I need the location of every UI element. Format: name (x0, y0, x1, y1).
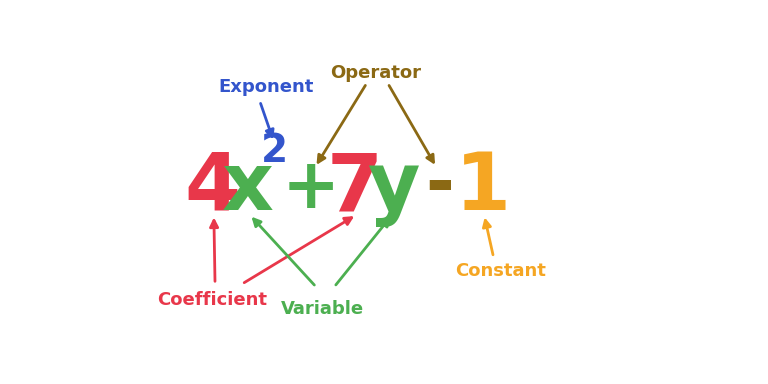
Text: Operator: Operator (330, 64, 421, 82)
Text: -: - (425, 152, 455, 218)
Text: 1: 1 (455, 149, 511, 227)
Text: Constant: Constant (455, 262, 546, 280)
Text: x: x (222, 149, 273, 227)
Text: Coefficient: Coefficient (157, 291, 267, 310)
Text: 2: 2 (261, 132, 288, 170)
Text: 7: 7 (327, 149, 383, 227)
Text: +: + (281, 154, 339, 222)
Text: Exponent: Exponent (218, 78, 313, 96)
Text: y: y (367, 149, 420, 227)
Text: Variable: Variable (280, 300, 364, 318)
Text: 4: 4 (184, 149, 240, 227)
